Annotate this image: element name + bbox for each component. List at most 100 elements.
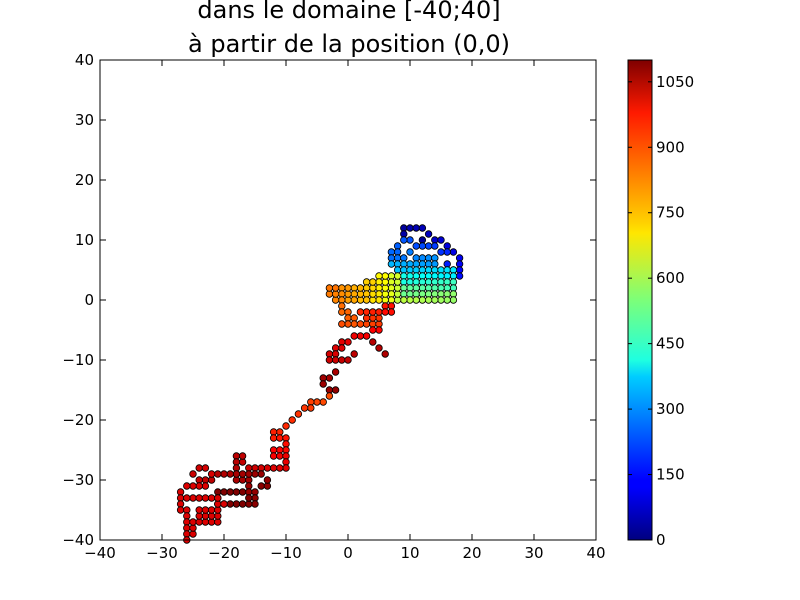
scatter-point: [276, 452, 284, 460]
scatter-point: [356, 332, 365, 340]
scatter-point: [245, 470, 253, 478]
scatter-point: [338, 308, 346, 316]
scatter-point: [350, 332, 358, 340]
scatter-point: [369, 326, 377, 334]
colorbar-tick-label: 750: [656, 204, 685, 222]
x-tick-label: 20: [462, 544, 481, 562]
scatter-point: [412, 296, 420, 304]
colorbar-tick-label: 1050: [656, 73, 694, 91]
scatter-point: [437, 236, 445, 244]
scatter-point: [201, 482, 210, 490]
colorbar: 0 150 300 450 600 750 900 1050: [627, 59, 694, 549]
scatter-point: [362, 332, 371, 340]
scatter-point: [369, 278, 377, 286]
scatter-point: [201, 464, 210, 472]
scatter-point: [214, 470, 222, 478]
chart-title-line-1: dans le domaine [-40;40]: [197, 0, 500, 24]
colorbar-tick-label: 450: [656, 335, 685, 353]
scatter-point: [313, 398, 321, 406]
scatter-point: [406, 236, 414, 244]
scatter-point: [443, 248, 451, 256]
colorbar-tick-label: 300: [656, 400, 685, 418]
x-tick-label: −20: [208, 544, 240, 562]
scatter-point: [424, 230, 433, 238]
scatter-point: [189, 470, 197, 478]
scatter-point: [183, 494, 191, 502]
chart-title-line-2: à partir de la position (0,0): [188, 30, 510, 58]
scatter-point: [412, 242, 420, 250]
scatter-point: [269, 434, 278, 442]
scatter-point: [437, 296, 445, 304]
scatter-point: [269, 464, 278, 472]
scatter-point: [220, 500, 228, 508]
scatter-point: [356, 284, 365, 292]
scatter-point: [344, 338, 352, 346]
scatter-point: [412, 224, 420, 232]
scatter-point: [344, 320, 352, 328]
scatter-point: [189, 494, 197, 502]
scatter-point: [201, 494, 210, 502]
y-tick-label: −10: [62, 351, 94, 369]
scatter-point: [406, 296, 414, 304]
scatter-point: [282, 422, 290, 430]
scatter-point: [406, 248, 414, 256]
scatter-point: [195, 464, 203, 472]
scatter-point: [437, 248, 445, 256]
scatter-point: [269, 452, 278, 460]
scatter-point: [263, 464, 272, 472]
scatter-point: [418, 242, 427, 250]
colorbar-tick-label: 600: [656, 269, 685, 287]
scatter-point: [232, 500, 241, 508]
scatter-point: [418, 224, 427, 232]
scatter-point: [356, 320, 365, 328]
scatter-point: [195, 482, 203, 490]
scatter-point: [325, 392, 334, 400]
y-tick-label: 30: [75, 111, 94, 129]
scatter-point: [307, 404, 315, 412]
scatter-point: [294, 410, 303, 418]
scatter-point: [288, 416, 296, 424]
scatter-point: [220, 488, 228, 496]
scatter-point: [362, 308, 371, 316]
scatter-point: [325, 356, 334, 364]
x-tick-label: 40: [586, 544, 605, 562]
scatter-point: [369, 338, 377, 346]
scatter-point: [331, 284, 340, 292]
scatter-point: [449, 248, 458, 256]
chart-title: dans le domaine [-40;40] à partir de la …: [188, 0, 510, 58]
y-tick-label: 20: [75, 171, 94, 189]
scatter-point: [381, 350, 389, 358]
scatter-point: [195, 494, 203, 502]
colorbar-tick-label: 0: [656, 531, 666, 549]
colorbar-tick-label: 900: [656, 138, 685, 156]
scatter-point: [207, 494, 216, 502]
scatter-point: [220, 470, 228, 478]
y-tick-label: 40: [75, 51, 94, 69]
scatter-point: [344, 356, 352, 364]
scatter-point: [331, 356, 340, 364]
x-axis: −40 −30 −20 −10 0 10 20 30 40: [84, 60, 606, 562]
x-tick-label: −10: [270, 544, 302, 562]
scatter-point: [319, 398, 327, 406]
scatter-point: [443, 296, 451, 304]
scatter-point: [431, 296, 439, 304]
scatter-point: [455, 272, 464, 280]
scatter-point: [387, 260, 396, 268]
x-tick-label: −40: [84, 544, 116, 562]
scatter-point: [257, 482, 265, 490]
colorbar-tick-label: 150: [656, 466, 685, 484]
scatter-point: [350, 320, 358, 328]
scatter-point: [424, 242, 433, 250]
scatter-point: [189, 518, 197, 526]
scatter-point: [350, 350, 358, 358]
scatter-point: [338, 356, 346, 364]
scatter-point: [207, 470, 216, 478]
scatter-point: [431, 242, 439, 250]
scatter-point: [369, 308, 377, 316]
scatter-point: [183, 482, 191, 490]
scatter-point: [176, 506, 185, 514]
scatter-point: [338, 344, 346, 352]
scatter-point: [400, 236, 408, 244]
scatter-point: [356, 308, 365, 316]
scatter-point: [238, 470, 247, 478]
